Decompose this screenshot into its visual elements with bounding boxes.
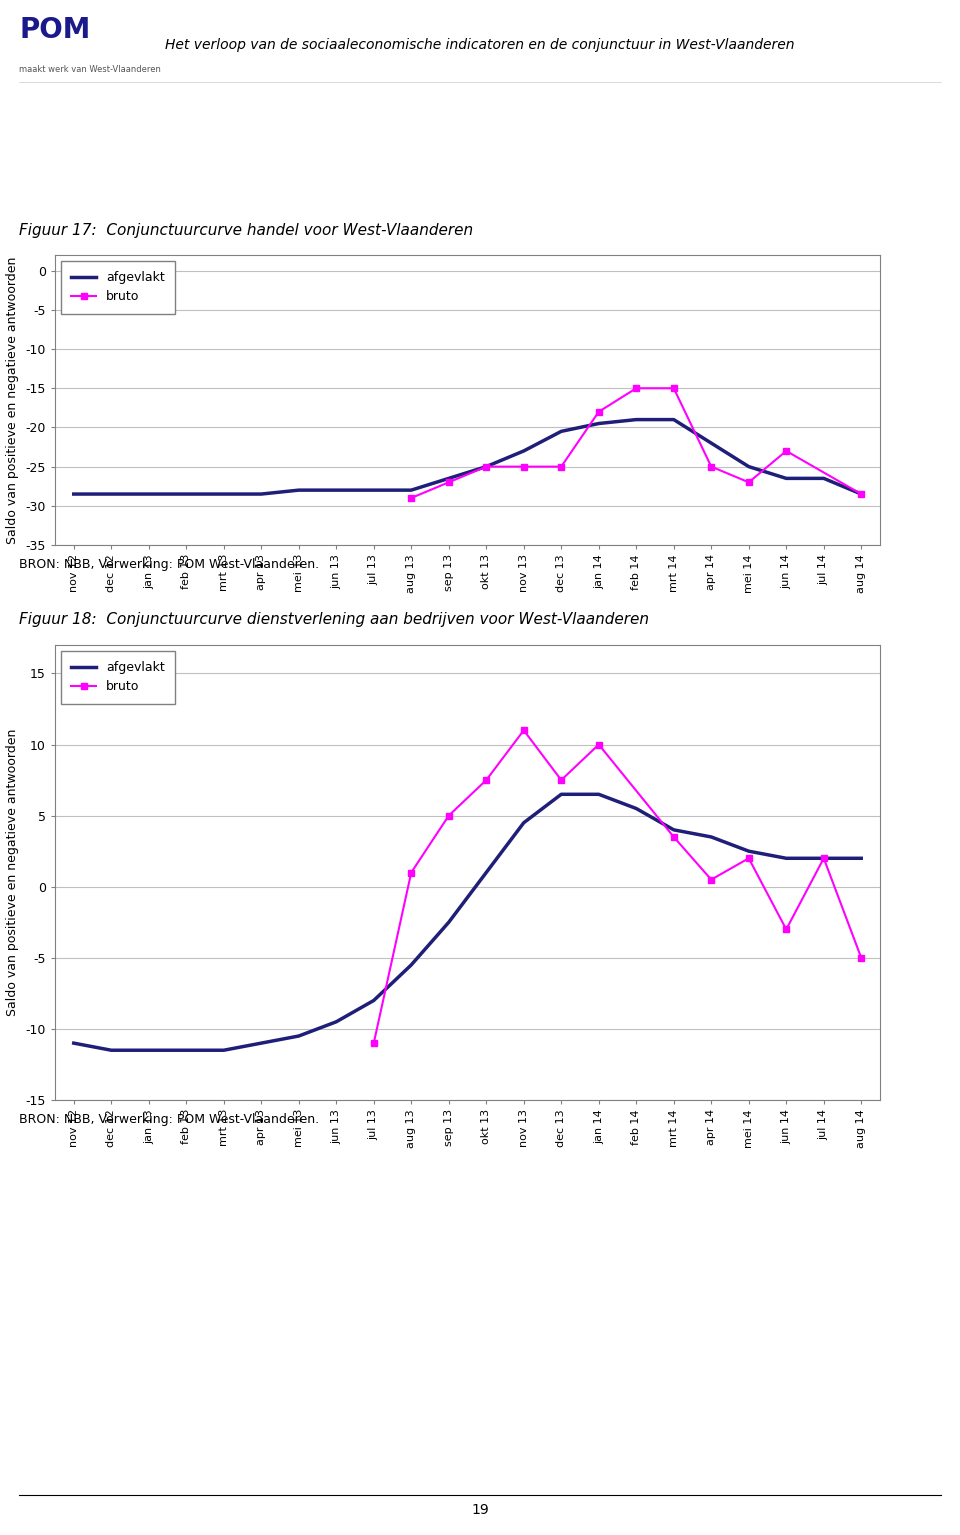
Text: Figuur 18:  Conjunctuurcurve dienstverlening aan bedrijven voor West-Vlaanderen: Figuur 18: Conjunctuurcurve dienstverlen… [19, 612, 649, 628]
Legend: afgevlakt, bruto: afgevlakt, bruto [61, 651, 175, 703]
Text: POM: POM [19, 15, 90, 45]
Text: maakt werk van West-Vlaanderen: maakt werk van West-Vlaanderen [19, 66, 161, 75]
Legend: afgevlakt, bruto: afgevlakt, bruto [61, 261, 175, 313]
Text: Het verloop van de sociaaleconomische indicatoren en de conjunctuur in West-Vlaa: Het verloop van de sociaaleconomische in… [165, 38, 795, 52]
Y-axis label: Saldo van positieve en negatieve antwoorden: Saldo van positieve en negatieve antwoor… [6, 729, 18, 1016]
Text: 19: 19 [471, 1503, 489, 1517]
Y-axis label: Saldo van positieve en negatieve antwoorden: Saldo van positieve en negatieve antwoor… [6, 256, 18, 543]
Text: Figuur 17:  Conjunctuurcurve handel voor West-Vlaanderen: Figuur 17: Conjunctuurcurve handel voor … [19, 223, 473, 238]
Text: BRON: NBB, Verwerking: POM West-Vlaanderen.: BRON: NBB, Verwerking: POM West-Vlaander… [19, 559, 320, 571]
Text: BRON: NBB, Verwerking: POM West-Vlaanderen.: BRON: NBB, Verwerking: POM West-Vlaander… [19, 1113, 320, 1127]
